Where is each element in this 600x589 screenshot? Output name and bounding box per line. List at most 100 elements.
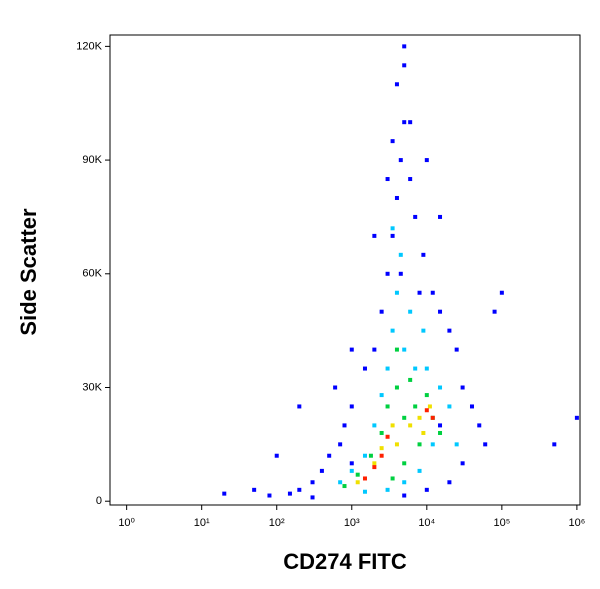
point [402, 63, 407, 68]
point [385, 271, 390, 276]
point [379, 393, 384, 398]
point [424, 393, 429, 398]
point [438, 214, 443, 219]
point [379, 430, 384, 435]
y-tick-label: 30K [82, 381, 102, 393]
point [394, 82, 399, 87]
point [338, 480, 343, 485]
point [424, 408, 429, 413]
point [447, 404, 452, 409]
x-tick-label: 10⁰ [118, 517, 135, 529]
point [342, 484, 347, 489]
point [477, 423, 482, 428]
point [430, 442, 435, 447]
point [297, 404, 302, 409]
point [372, 465, 377, 470]
point [390, 139, 395, 144]
point [355, 472, 360, 477]
point [574, 415, 579, 420]
point [408, 423, 413, 428]
x-tick-label: 10² [269, 517, 285, 529]
point [390, 328, 395, 333]
point [390, 226, 395, 231]
point [372, 423, 377, 428]
point [447, 328, 452, 333]
point [483, 442, 488, 447]
point [424, 158, 429, 163]
point [385, 404, 390, 409]
point [333, 385, 338, 390]
point [421, 430, 426, 435]
point [460, 385, 465, 390]
point [379, 309, 384, 314]
point [417, 415, 422, 420]
point [372, 461, 377, 466]
point [297, 487, 302, 492]
x-axis-label: CD274 FITC [283, 549, 407, 574]
point [413, 214, 418, 219]
point [408, 309, 413, 314]
point [349, 461, 354, 466]
x-tick-label: 10⁵ [493, 517, 510, 529]
point [413, 366, 418, 371]
point [402, 480, 407, 485]
point [417, 442, 422, 447]
point [385, 177, 390, 182]
y-tick-label: 60K [82, 268, 102, 280]
point [427, 404, 432, 409]
point [438, 309, 443, 314]
point [385, 366, 390, 371]
point [385, 434, 390, 439]
point [362, 453, 367, 458]
point [349, 404, 354, 409]
point [327, 453, 332, 458]
x-tick-label: 10⁴ [418, 517, 435, 529]
plot-frame [109, 34, 581, 506]
point [394, 385, 399, 390]
point [402, 44, 407, 49]
point [222, 491, 227, 496]
point [310, 480, 315, 485]
point [372, 347, 377, 352]
point [372, 233, 377, 238]
point [438, 385, 443, 390]
point [460, 461, 465, 466]
point [438, 423, 443, 428]
y-axis-label: Side Scatter [16, 208, 41, 336]
point [368, 453, 373, 458]
point [402, 461, 407, 466]
point [349, 347, 354, 352]
point [349, 468, 354, 473]
point [379, 446, 384, 451]
point [267, 493, 272, 498]
point [390, 423, 395, 428]
y-tick-label: 90K [82, 154, 102, 166]
point [469, 404, 474, 409]
point [390, 476, 395, 481]
point [252, 487, 257, 492]
point [319, 468, 324, 473]
point [362, 489, 367, 494]
x-tick-label: 10³ [344, 517, 360, 529]
x-tick-label: 10¹ [194, 517, 210, 529]
point [408, 177, 413, 182]
point [454, 347, 459, 352]
point [430, 290, 435, 295]
point [274, 453, 279, 458]
point [390, 233, 395, 238]
point [362, 476, 367, 481]
point [424, 487, 429, 492]
point [552, 442, 557, 447]
x-tick-label: 10⁶ [569, 517, 586, 529]
point [402, 347, 407, 352]
point [447, 480, 452, 485]
y-tick-label: 0 [96, 495, 102, 507]
point [394, 347, 399, 352]
point [398, 271, 403, 276]
point [454, 442, 459, 447]
point [402, 120, 407, 125]
point [338, 442, 343, 447]
point [394, 290, 399, 295]
point [417, 468, 422, 473]
